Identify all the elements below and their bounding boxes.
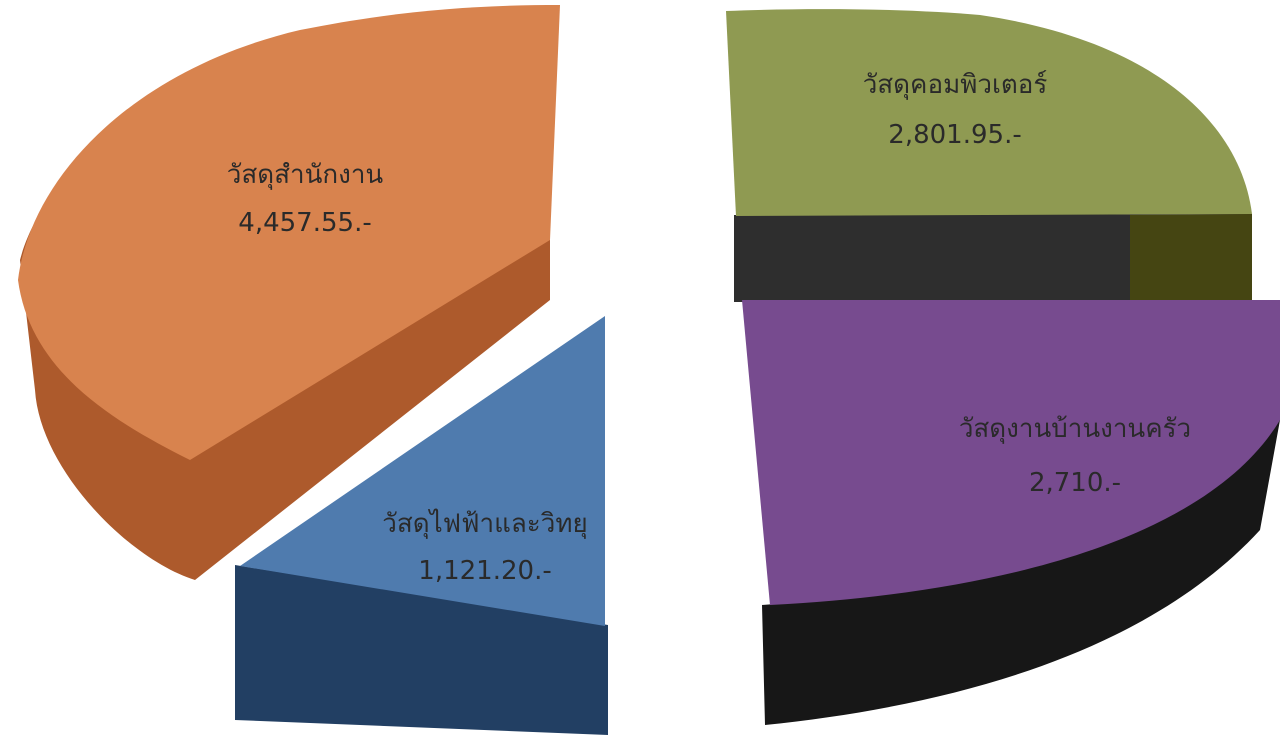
slice-office-label: วัสดุสำนักงาน — [227, 160, 384, 190]
slice-electrical-side — [235, 565, 608, 735]
slice-household: วัสดุงานบ้านงานครัว 2,710.- — [742, 300, 1280, 725]
slice-household-value: 2,710.- — [1029, 468, 1121, 498]
slice-electrical-top — [240, 316, 605, 626]
slice-electrical-value: 1,121.20.- — [418, 556, 551, 586]
slice-household-top — [742, 300, 1280, 605]
slice-computer-label: วัสดุคอมพิวเตอร์ — [863, 70, 1048, 100]
slice-office: วัสดุสำนักงาน 4,457.55.- — [18, 5, 560, 580]
slice-office-value: 4,457.55.- — [238, 208, 371, 238]
slice-electrical-label: วัสดุไฟฟ้าและวิทยุ — [382, 508, 587, 539]
slice-computer-top — [726, 9, 1252, 217]
slice-household-label: วัสดุงานบ้านงานครัว — [959, 414, 1191, 444]
slice-computer-side-right — [1130, 214, 1252, 302]
slice-electrical: วัสดุไฟฟ้าและวิทยุ 1,121.20.- — [235, 316, 608, 735]
slice-computer-value: 2,801.95.- — [888, 120, 1021, 150]
slice-office-top — [18, 5, 560, 460]
slice-computer-side — [734, 214, 1252, 302]
slice-computer: วัสดุคอมพิวเตอร์ 2,801.95.- — [726, 9, 1252, 302]
slice-household-side — [762, 300, 1280, 725]
